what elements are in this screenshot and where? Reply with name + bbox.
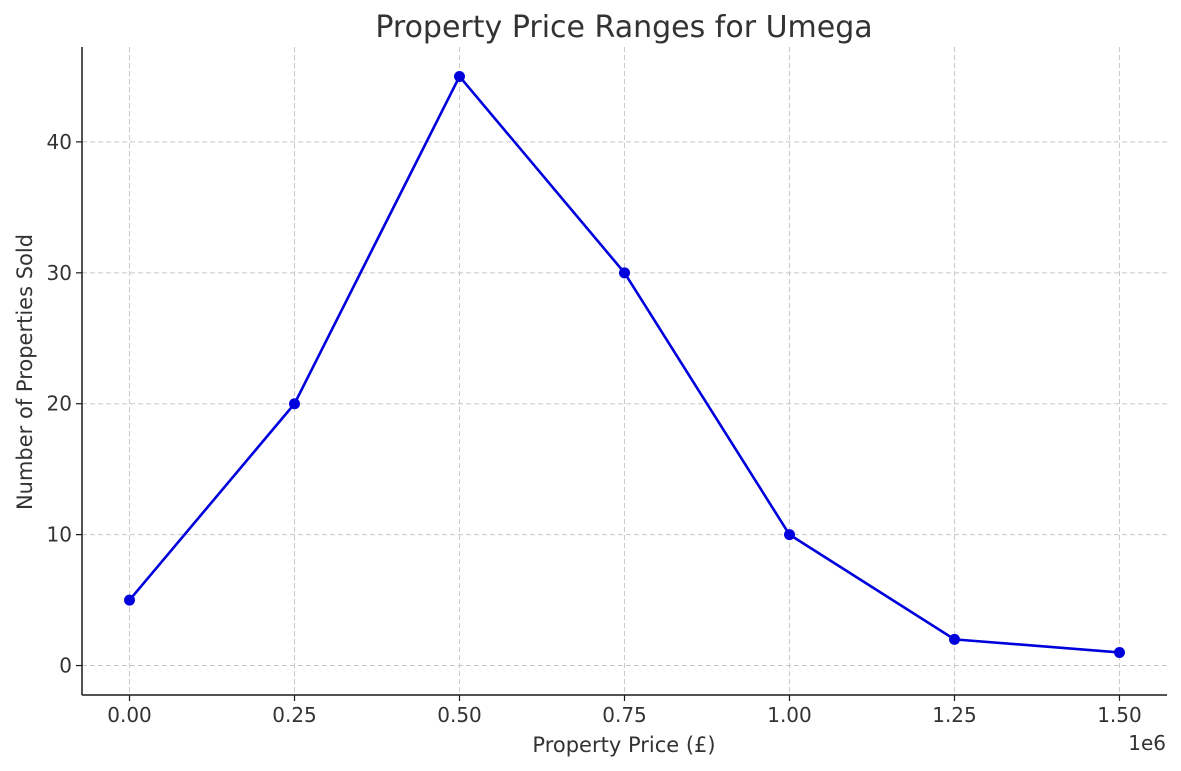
x-axis-label: Property Price (£) <box>532 733 715 757</box>
data-point <box>454 70 466 82</box>
x-tick-label: 1.25 <box>932 703 977 727</box>
x-tick-label: 0.00 <box>107 703 152 727</box>
y-axis-label: Number of Properties Sold <box>13 234 37 510</box>
x-tick-label: 1.50 <box>1097 703 1142 727</box>
axes: 0.00 0.25 0.50 0.75 1.00 1.25 1.50 0 10 20 30 40 <box>47 47 1167 727</box>
x-axis-offset-label: 1e6 <box>1128 731 1166 755</box>
data-point <box>948 633 960 645</box>
data-point <box>619 267 630 279</box>
data-point <box>124 594 136 606</box>
y-tick-label: 20 <box>47 392 72 416</box>
y-tick-label: 0 <box>59 654 72 678</box>
series-layer <box>124 70 1125 658</box>
data-point <box>783 529 795 541</box>
y-tick-label: 30 <box>47 261 72 285</box>
chart-title: Property Price Ranges for Umega <box>375 10 872 45</box>
y-tick-label: 40 <box>47 130 72 154</box>
x-tick-label: 1.00 <box>767 703 812 727</box>
y-tick-label: 10 <box>47 523 72 547</box>
grid <box>82 47 1167 695</box>
x-tick-label: 0.50 <box>437 703 482 727</box>
data-point <box>289 398 301 410</box>
data-point <box>1113 646 1125 658</box>
x-tick-label: 0.75 <box>602 703 647 727</box>
x-tick-label: 0.25 <box>272 703 317 727</box>
